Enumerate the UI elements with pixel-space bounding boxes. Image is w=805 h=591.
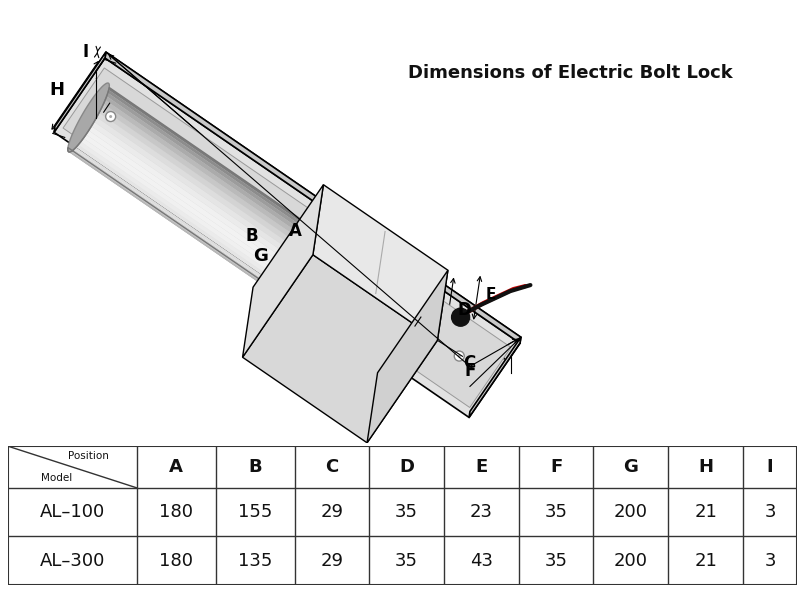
Polygon shape (54, 58, 520, 417)
Circle shape (109, 115, 112, 118)
Text: 35: 35 (545, 552, 568, 570)
Circle shape (458, 355, 460, 358)
Polygon shape (469, 337, 521, 417)
Text: G: G (253, 246, 268, 265)
Polygon shape (313, 185, 448, 340)
Polygon shape (109, 87, 420, 304)
Polygon shape (367, 270, 448, 443)
Text: H: H (50, 82, 64, 99)
Polygon shape (101, 104, 415, 322)
Polygon shape (72, 150, 386, 365)
Text: 155: 155 (238, 503, 272, 521)
Polygon shape (84, 135, 397, 352)
Circle shape (452, 308, 469, 326)
Text: I: I (82, 43, 89, 61)
Text: D: D (399, 458, 414, 476)
Polygon shape (242, 255, 437, 443)
Text: I: I (766, 458, 774, 476)
Text: 35: 35 (545, 503, 568, 521)
Polygon shape (80, 138, 394, 356)
Text: A: A (289, 222, 302, 239)
Text: Dimensions of Electric Bolt Lock: Dimensions of Electric Bolt Lock (407, 64, 733, 82)
Polygon shape (71, 151, 383, 366)
Polygon shape (92, 122, 406, 340)
Text: 35: 35 (395, 503, 418, 521)
Polygon shape (86, 131, 400, 349)
Text: AL–100: AL–100 (39, 503, 105, 521)
Polygon shape (54, 52, 106, 132)
Text: Position: Position (68, 451, 109, 461)
Polygon shape (99, 108, 413, 327)
Text: 29: 29 (320, 552, 344, 570)
Polygon shape (105, 52, 521, 343)
Polygon shape (94, 117, 408, 336)
Text: Model: Model (41, 473, 72, 483)
Polygon shape (68, 152, 381, 366)
Text: E: E (475, 458, 488, 476)
Text: 23: 23 (470, 503, 493, 521)
Text: A: A (169, 458, 184, 476)
Text: C: C (464, 355, 476, 372)
Text: AL–300: AL–300 (39, 552, 105, 570)
Text: 21: 21 (694, 552, 717, 570)
Text: 35: 35 (395, 552, 418, 570)
Polygon shape (103, 100, 416, 318)
Text: E: E (485, 287, 496, 302)
Polygon shape (97, 113, 411, 331)
Polygon shape (68, 151, 380, 366)
Text: C: C (325, 458, 339, 476)
Text: 135: 135 (238, 552, 272, 570)
Polygon shape (68, 150, 379, 365)
Polygon shape (105, 96, 418, 314)
Text: 180: 180 (159, 552, 193, 570)
Polygon shape (78, 142, 392, 359)
Polygon shape (108, 90, 420, 307)
Polygon shape (106, 93, 419, 310)
Text: 200: 200 (614, 552, 648, 570)
Text: 200: 200 (614, 503, 648, 521)
Polygon shape (63, 68, 511, 408)
Circle shape (454, 351, 464, 361)
Text: H: H (698, 458, 713, 476)
Text: 21: 21 (694, 503, 717, 521)
Text: 29: 29 (320, 503, 344, 521)
Text: B: B (248, 458, 262, 476)
Polygon shape (55, 52, 521, 411)
Polygon shape (74, 147, 387, 363)
Text: F: F (464, 362, 476, 381)
Polygon shape (89, 126, 402, 345)
Text: D: D (457, 301, 471, 319)
Text: 180: 180 (159, 503, 193, 521)
Polygon shape (69, 152, 382, 366)
Text: G: G (623, 458, 638, 476)
Polygon shape (76, 145, 390, 361)
Circle shape (105, 112, 116, 122)
Text: 3: 3 (764, 552, 776, 570)
Text: F: F (550, 458, 562, 476)
Polygon shape (68, 83, 109, 152)
Polygon shape (242, 185, 324, 357)
Text: 3: 3 (764, 503, 776, 521)
Text: B: B (246, 227, 258, 245)
Polygon shape (68, 148, 379, 363)
Text: 43: 43 (470, 552, 493, 570)
Polygon shape (379, 297, 420, 366)
